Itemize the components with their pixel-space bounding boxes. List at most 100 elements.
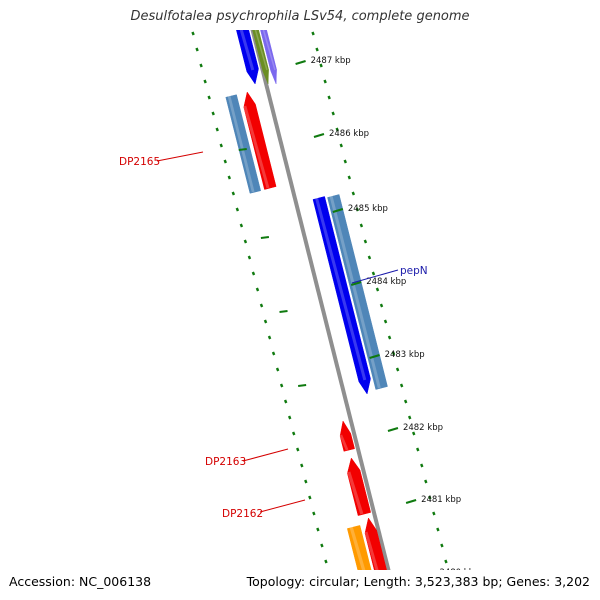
tick-dot xyxy=(399,383,404,388)
scale-tick xyxy=(332,207,344,214)
scale-tick-label: 2485 kbp xyxy=(348,204,388,214)
gene-highlight xyxy=(339,434,349,451)
tick-dot xyxy=(223,159,227,164)
gene-label-pepn[interactable]: pepN xyxy=(400,265,428,277)
gene-arrow[interactable] xyxy=(243,91,277,190)
gene-highlight xyxy=(262,30,276,71)
tick-dot xyxy=(383,319,388,324)
tick-dot xyxy=(453,592,454,595)
tick-dot xyxy=(195,47,199,52)
tick-dot xyxy=(424,479,428,484)
gene-label-leader xyxy=(156,151,204,162)
scale-tick-label: 2480 kbp xyxy=(439,568,479,578)
gene-highlight xyxy=(349,526,366,570)
tick-dot xyxy=(279,383,284,388)
tick-dot xyxy=(335,127,339,132)
gene-highlight xyxy=(347,471,364,515)
tick-dot xyxy=(203,79,207,84)
minor-tick xyxy=(260,236,270,239)
scale-tick-label: 2483 kbp xyxy=(385,350,425,360)
tick-dot xyxy=(363,239,368,244)
tick-dot xyxy=(227,175,232,180)
gene-highlight xyxy=(227,95,255,193)
gene-label-leader xyxy=(242,448,289,462)
tick-dot xyxy=(184,0,185,3)
gene-arrow[interactable] xyxy=(229,0,259,85)
gene-arrow[interactable] xyxy=(346,525,376,600)
tick-dot xyxy=(440,543,444,548)
tick-dot xyxy=(255,287,260,292)
gene-arrow[interactable] xyxy=(364,517,394,600)
tick-dot xyxy=(367,255,372,260)
tick-dot xyxy=(259,303,264,308)
tick-dot xyxy=(444,559,448,564)
gene-arrow[interactable] xyxy=(253,0,277,85)
scale-tick xyxy=(387,426,399,433)
scale-tick xyxy=(350,280,362,287)
scale-tick-label: 2482 kbp xyxy=(403,423,443,433)
tick-dot xyxy=(267,335,272,340)
gene-arrow[interactable] xyxy=(245,0,269,85)
tick-dot xyxy=(428,495,432,500)
tick-dot xyxy=(188,16,189,19)
track-band xyxy=(183,30,437,570)
gene-arrow[interactable] xyxy=(327,194,388,390)
tick-dot xyxy=(211,111,215,116)
tick-dot xyxy=(416,447,420,452)
gene-arrow[interactable] xyxy=(339,420,355,452)
gene-label-dp2162[interactable]: DP2162 xyxy=(222,508,263,520)
tick-dot xyxy=(231,191,236,196)
tick-dot xyxy=(308,495,312,500)
tick-dot xyxy=(215,127,219,132)
gene-label-dp2165[interactable]: DP2165 xyxy=(119,156,160,168)
tick-dot xyxy=(436,527,440,532)
scale-tick xyxy=(369,353,380,360)
tick-dots xyxy=(184,0,454,595)
tick-dot xyxy=(312,511,316,516)
tick-dot xyxy=(292,431,296,436)
tick-dot xyxy=(315,47,319,52)
minor-tick xyxy=(298,384,307,387)
tick-dot xyxy=(308,16,309,19)
tick-dot xyxy=(243,239,248,244)
tick-dot xyxy=(311,31,315,36)
tick-dot xyxy=(235,207,240,212)
tick-dot xyxy=(271,351,276,356)
tick-dot xyxy=(287,415,292,420)
scale-tick xyxy=(295,59,306,66)
tick-dot xyxy=(300,463,304,468)
gene-highlight xyxy=(315,197,367,381)
tick-dot xyxy=(379,303,384,308)
scale-tick xyxy=(405,498,417,505)
tick-dot xyxy=(263,319,268,324)
tick-dot xyxy=(387,335,392,340)
tick-dot xyxy=(420,463,424,468)
gene-highlight xyxy=(239,30,255,71)
tick-dot xyxy=(324,559,328,564)
gene-label-leader xyxy=(351,269,399,284)
tick-dot xyxy=(347,175,352,180)
tick-dot xyxy=(339,143,343,148)
gene-label-leader xyxy=(259,499,306,513)
map-title: Desulfotalea psychrophila LSv54, complet… xyxy=(130,9,470,24)
tick-dot xyxy=(296,447,300,452)
tick-dot xyxy=(319,63,323,68)
genome-backbone xyxy=(250,30,391,570)
tick-dot xyxy=(219,143,223,148)
tick-dot xyxy=(320,543,324,548)
gene-label-dp2163[interactable]: DP2163 xyxy=(205,456,246,468)
tick-dot xyxy=(391,351,396,356)
tick-dot xyxy=(275,367,280,372)
tick-dot xyxy=(191,31,195,36)
minor-tick xyxy=(238,148,247,151)
tick-dot xyxy=(239,223,244,228)
gene-arrow[interactable] xyxy=(347,457,372,516)
scale-tick-label: 2486 kbp xyxy=(329,129,369,139)
gene-arrow[interactable] xyxy=(312,196,371,395)
gene-highlight xyxy=(243,105,270,189)
tick-dot xyxy=(323,79,327,84)
gene-arrow[interactable] xyxy=(225,94,262,194)
tick-dot xyxy=(375,287,380,292)
tick-dot xyxy=(343,159,347,164)
